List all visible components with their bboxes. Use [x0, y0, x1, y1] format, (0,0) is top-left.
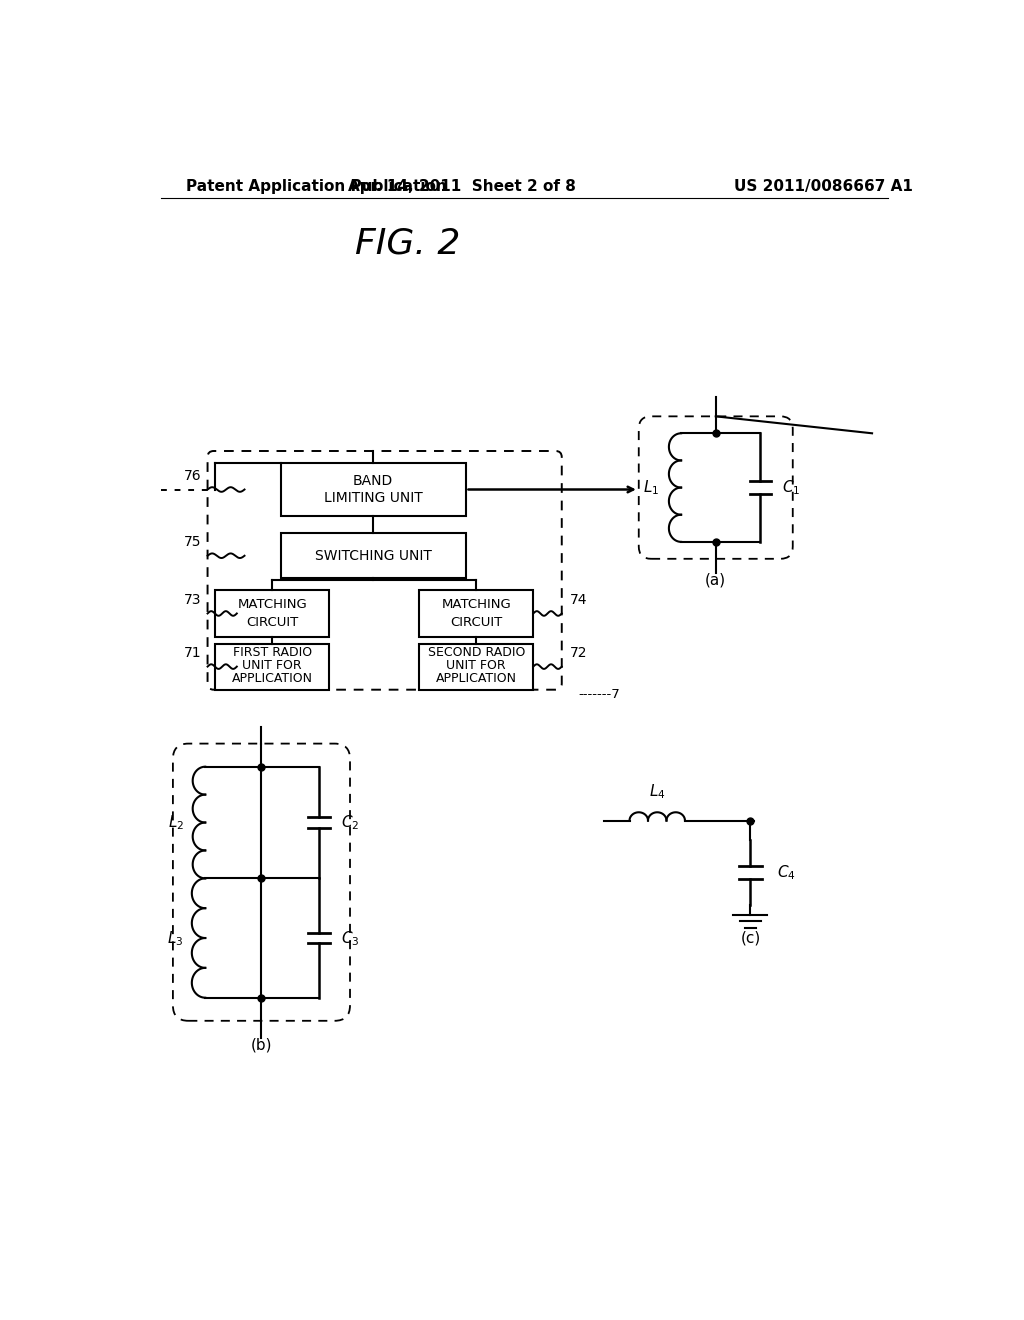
Bar: [419, 590, 534, 638]
Text: 72: 72: [569, 645, 587, 660]
FancyBboxPatch shape: [639, 416, 793, 558]
Text: (a): (a): [706, 573, 726, 587]
Text: MATCHING: MATCHING: [441, 598, 511, 611]
Text: CIRCUIT: CIRCUIT: [246, 616, 298, 630]
Text: $C_1$: $C_1$: [782, 479, 801, 498]
Bar: [281, 462, 466, 516]
Bar: [281, 533, 466, 578]
Text: LIMITING UNIT: LIMITING UNIT: [324, 491, 423, 506]
Text: FIG. 2: FIG. 2: [355, 226, 461, 260]
Text: 75: 75: [184, 535, 202, 549]
Text: SWITCHING UNIT: SWITCHING UNIT: [314, 549, 431, 562]
Text: $L_4$: $L_4$: [649, 781, 666, 801]
Bar: [215, 644, 330, 689]
Text: SECOND RADIO: SECOND RADIO: [428, 647, 525, 659]
Text: BAND: BAND: [353, 474, 393, 488]
Text: (c): (c): [740, 931, 761, 945]
Text: $C_4$: $C_4$: [776, 863, 796, 882]
Text: $L_3$: $L_3$: [167, 929, 183, 948]
Text: $C_2$: $C_2$: [341, 813, 359, 833]
FancyBboxPatch shape: [208, 451, 562, 689]
Text: CIRCUIT: CIRCUIT: [451, 616, 503, 630]
Text: 76: 76: [183, 469, 202, 483]
Text: $C_3$: $C_3$: [341, 929, 359, 948]
Bar: [215, 590, 330, 638]
Text: -------7: -------7: [579, 688, 621, 701]
Text: APPLICATION: APPLICATION: [231, 672, 312, 685]
Text: $L_1$: $L_1$: [643, 479, 659, 498]
FancyBboxPatch shape: [173, 743, 350, 1020]
Text: 73: 73: [184, 593, 202, 607]
Text: 74: 74: [569, 593, 587, 607]
Bar: [419, 644, 534, 689]
Text: Apr. 14, 2011  Sheet 2 of 8: Apr. 14, 2011 Sheet 2 of 8: [348, 180, 575, 194]
Text: US 2011/0086667 A1: US 2011/0086667 A1: [734, 180, 913, 194]
Text: (b): (b): [251, 1038, 272, 1053]
Text: Patent Application Publication: Patent Application Publication: [186, 180, 446, 194]
Text: UNIT FOR: UNIT FOR: [446, 659, 506, 672]
Text: 71: 71: [183, 645, 202, 660]
Text: MATCHING: MATCHING: [238, 598, 307, 611]
Text: FIRST RADIO: FIRST RADIO: [232, 647, 311, 659]
Text: APPLICATION: APPLICATION: [436, 672, 517, 685]
Text: UNIT FOR: UNIT FOR: [243, 659, 302, 672]
Text: $L_2$: $L_2$: [168, 813, 183, 833]
